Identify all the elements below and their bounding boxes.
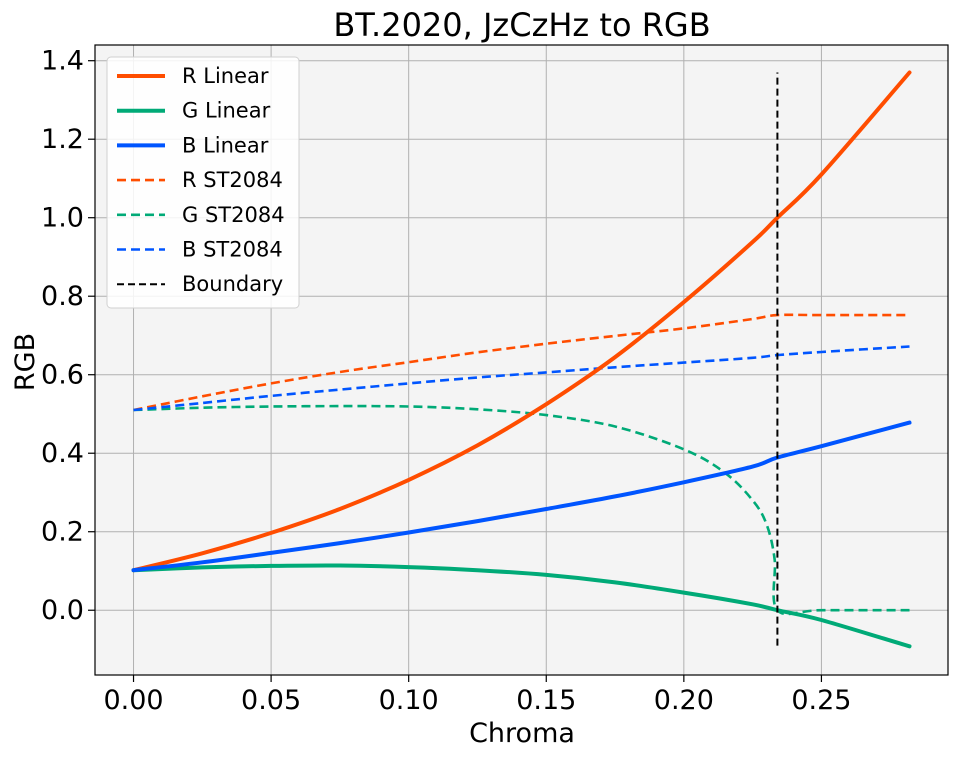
x-tick-label: 0.10 bbox=[379, 685, 439, 716]
legend: R Linear G Linear B Linear R ST2084 G ST2084… bbox=[106, 56, 300, 309]
y-tick-label: 1.0 bbox=[41, 203, 84, 234]
x-tick-label: 0.25 bbox=[791, 685, 851, 716]
x-tick-label: 0.05 bbox=[241, 685, 301, 716]
chart-title: BT.2020, JzCzHz to RGB bbox=[333, 6, 710, 44]
legend-label: R Linear bbox=[182, 64, 269, 88]
y-axis-label: RGB bbox=[10, 333, 41, 391]
series-line-g-st2084 bbox=[133, 404, 910, 616]
y-tick-label: 0.0 bbox=[41, 595, 84, 626]
legend-label: Boundary bbox=[182, 272, 283, 296]
y-tick-label: 0.8 bbox=[41, 281, 84, 312]
plot-frame bbox=[94, 44, 949, 676]
y-tick-label: 1.4 bbox=[41, 46, 84, 77]
legend-label: B Linear bbox=[182, 133, 269, 157]
y-tick-label: 0.6 bbox=[41, 360, 84, 391]
legend-label: G Linear bbox=[182, 99, 271, 123]
y-axis: 0.0 0.2 0.4 0.6 0.8 1.0 1.2 1.4 bbox=[41, 46, 95, 626]
y-tick-label: 0.2 bbox=[41, 517, 84, 548]
x-axis-label: Chroma bbox=[469, 718, 575, 749]
legend-label: G ST2084 bbox=[182, 203, 285, 227]
y-tick-label: 0.4 bbox=[41, 438, 84, 469]
legend-box bbox=[106, 56, 300, 309]
x-tick-label: 0.15 bbox=[516, 685, 576, 716]
x-axis: 0.00 0.05 0.10 0.15 0.20 0.25 bbox=[103, 675, 851, 716]
legend-label: B ST2084 bbox=[182, 238, 283, 262]
x-tick-label: 0.20 bbox=[654, 685, 714, 716]
legend-label: R ST2084 bbox=[182, 168, 283, 192]
grid-lines bbox=[95, 45, 948, 675]
x-tick-label: 0.00 bbox=[103, 685, 163, 716]
series-layer bbox=[131, 70, 912, 649]
series-line-r-linear bbox=[131, 70, 912, 573]
y-tick-label: 1.2 bbox=[41, 124, 84, 155]
